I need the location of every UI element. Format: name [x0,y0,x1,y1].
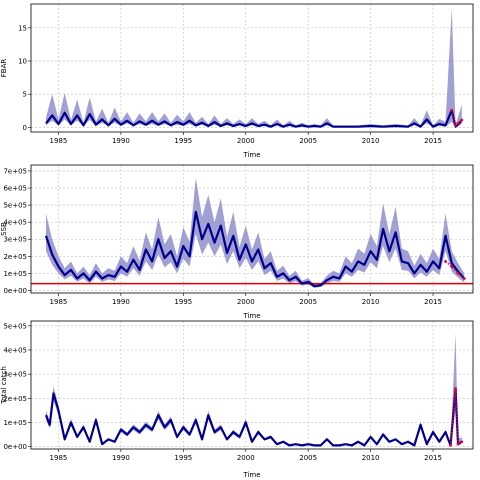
x-axis-label: Time [242,312,260,320]
chart-panel-3: 1985 1990 1995 2000 2005 2010 2015 0e+00 1e+05 2e… [0,320,474,479]
x-tick-label: 2015 [424,298,442,306]
median-line [44,210,466,288]
x-axis-label: Time [242,471,260,479]
x-tick-label: 2000 [237,298,255,306]
forecast-point [462,277,466,280]
y-tick-label: 1e+05 [3,419,27,427]
y-tick-label: 7e+05 [3,167,27,175]
plot-frame [30,164,474,294]
chart-panel-2: 1985 1990 1995 2000 2005 2010 2015 0e+00 1e+05 2e… [0,164,474,320]
forecast-point [449,443,452,447]
forecast-line [450,109,463,127]
y-axis-label: FBAR [0,59,8,78]
forecast-line [449,388,463,446]
x-tick-label: 2010 [362,137,380,145]
uncertainty-band [45,7,462,128]
y-tick-label: 2e+05 [3,395,27,403]
forecast-point [450,108,454,112]
x-tick-label: 1990 [112,454,130,462]
y-axis-label: SSB [0,222,8,236]
x-tick-label: 2005 [299,137,317,145]
y-tick-label: 5 [23,91,27,99]
uncertainty-band [45,177,465,288]
y-tick-label: 0e+00 [3,443,27,451]
x-tick-label: 2010 [362,454,380,462]
plot-frame [30,320,474,450]
forecast-point [444,260,447,263]
y-tick-label: 5e+05 [3,202,27,210]
y-tick-label: 10 [18,58,27,66]
x-tick-label: 2015 [424,454,442,462]
plot-frame [30,3,474,133]
x-tick-label: 2000 [237,137,255,145]
y-tick-label: 6e+05 [3,185,27,193]
forecast-point [460,440,464,444]
x-tick-label: 2000 [237,454,255,462]
y-tick-label: 4e+05 [3,346,27,354]
x-tick-label: 2010 [362,298,380,306]
forecast-line [445,260,465,280]
forecast-point [450,265,454,268]
x-tick-label: 1985 [50,137,68,145]
y-tick-label: 3e+05 [3,236,27,244]
y-tick-label: 0 [23,124,27,132]
x-tick-label: 1990 [112,298,130,306]
x-axis-label: Time [242,151,260,159]
forecast-point [454,387,457,391]
x-tick-label: 1985 [50,454,68,462]
forecast-point [456,121,460,125]
x-tick-label: 1990 [112,137,130,145]
x-tick-label: 2005 [299,298,317,306]
forecast-point [460,118,464,122]
y-axis-label: Total catch [0,366,8,405]
y-tick-label: 15 [18,24,27,32]
x-tick-label: 1985 [50,298,68,306]
x-tick-label: 2005 [299,454,317,462]
x-tick-label: 1995 [174,137,192,145]
y-tick-label: 0e+00 [3,287,27,295]
y-tick-label: 1e+05 [3,270,27,278]
chart-panel-1: 1985 1990 1995 2000 2005 2010 2015 0 5 10 15 Time FB… [0,3,474,159]
y-tick-label: 3e+05 [3,371,27,379]
x-tick-label: 1995 [174,454,192,462]
y-tick-label: 2e+05 [3,253,27,261]
median-line [45,109,463,128]
x-tick-label: 1995 [174,298,192,306]
y-tick-label: 4e+05 [3,219,27,227]
median-line [44,387,463,447]
forecast-point [456,442,460,446]
x-tick-label: 2015 [424,137,442,145]
y-tick-label: 5e+05 [3,322,27,330]
forecast-point [454,123,457,127]
forecast-point [456,271,460,275]
